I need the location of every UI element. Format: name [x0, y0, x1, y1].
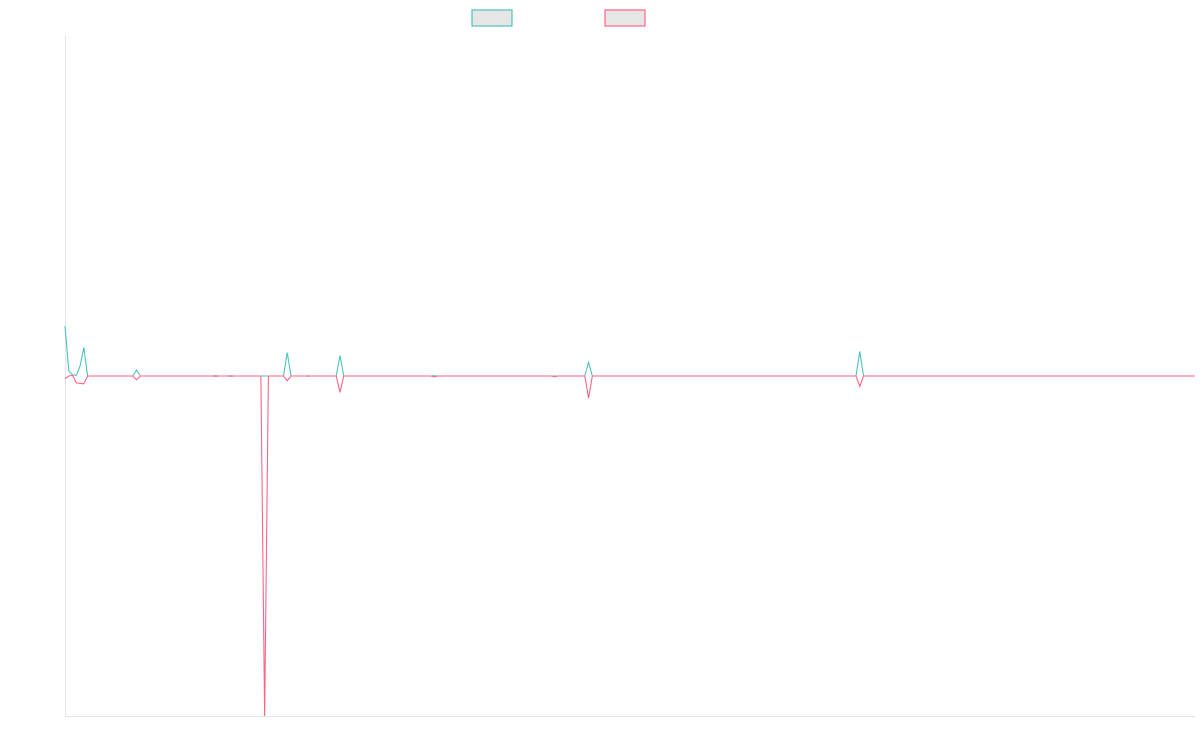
legend[interactable] [471, 9, 646, 27]
series-layer [64, 325, 1195, 717]
legend-swatch-series-2[interactable] [604, 9, 646, 27]
series-line-2 [64, 374, 1195, 717]
legend-swatch-series-1[interactable] [471, 9, 513, 27]
series-line-1 [64, 325, 1195, 377]
